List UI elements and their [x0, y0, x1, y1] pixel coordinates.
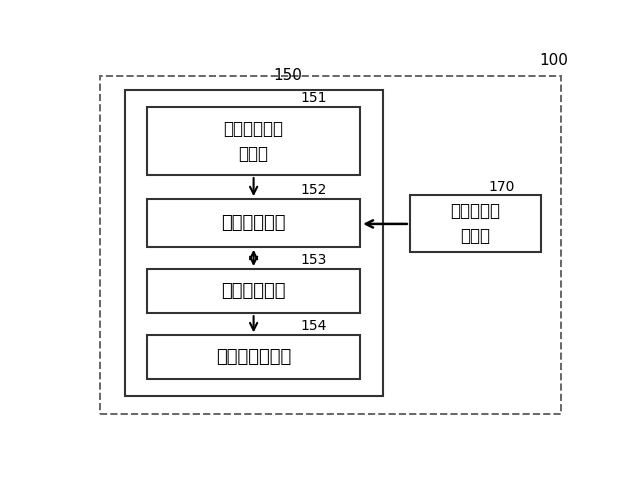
Bar	[147, 335, 360, 380]
Text: 150: 150	[273, 68, 302, 83]
Text: 動特性解析部: 動特性解析部	[221, 282, 286, 300]
Text: 状態変化候補
抽出部: 状態変化候補 抽出部	[223, 120, 284, 163]
Bar	[410, 196, 541, 252]
Text: モデル調整部: モデル調整部	[221, 214, 286, 232]
Text: 170: 170	[489, 180, 515, 194]
Bar	[147, 107, 360, 175]
Bar	[125, 90, 383, 396]
Text: 153: 153	[301, 253, 327, 267]
Text: 解析結果判定部: 解析結果判定部	[216, 348, 291, 366]
Text: 解析モデル
記憶部: 解析モデル 記憶部	[451, 202, 500, 245]
Text: 151: 151	[301, 91, 327, 105]
Bar	[147, 199, 360, 247]
Text: 154: 154	[301, 319, 327, 334]
Text: 100: 100	[540, 54, 568, 68]
Bar	[147, 269, 360, 313]
Text: 152: 152	[301, 183, 327, 197]
